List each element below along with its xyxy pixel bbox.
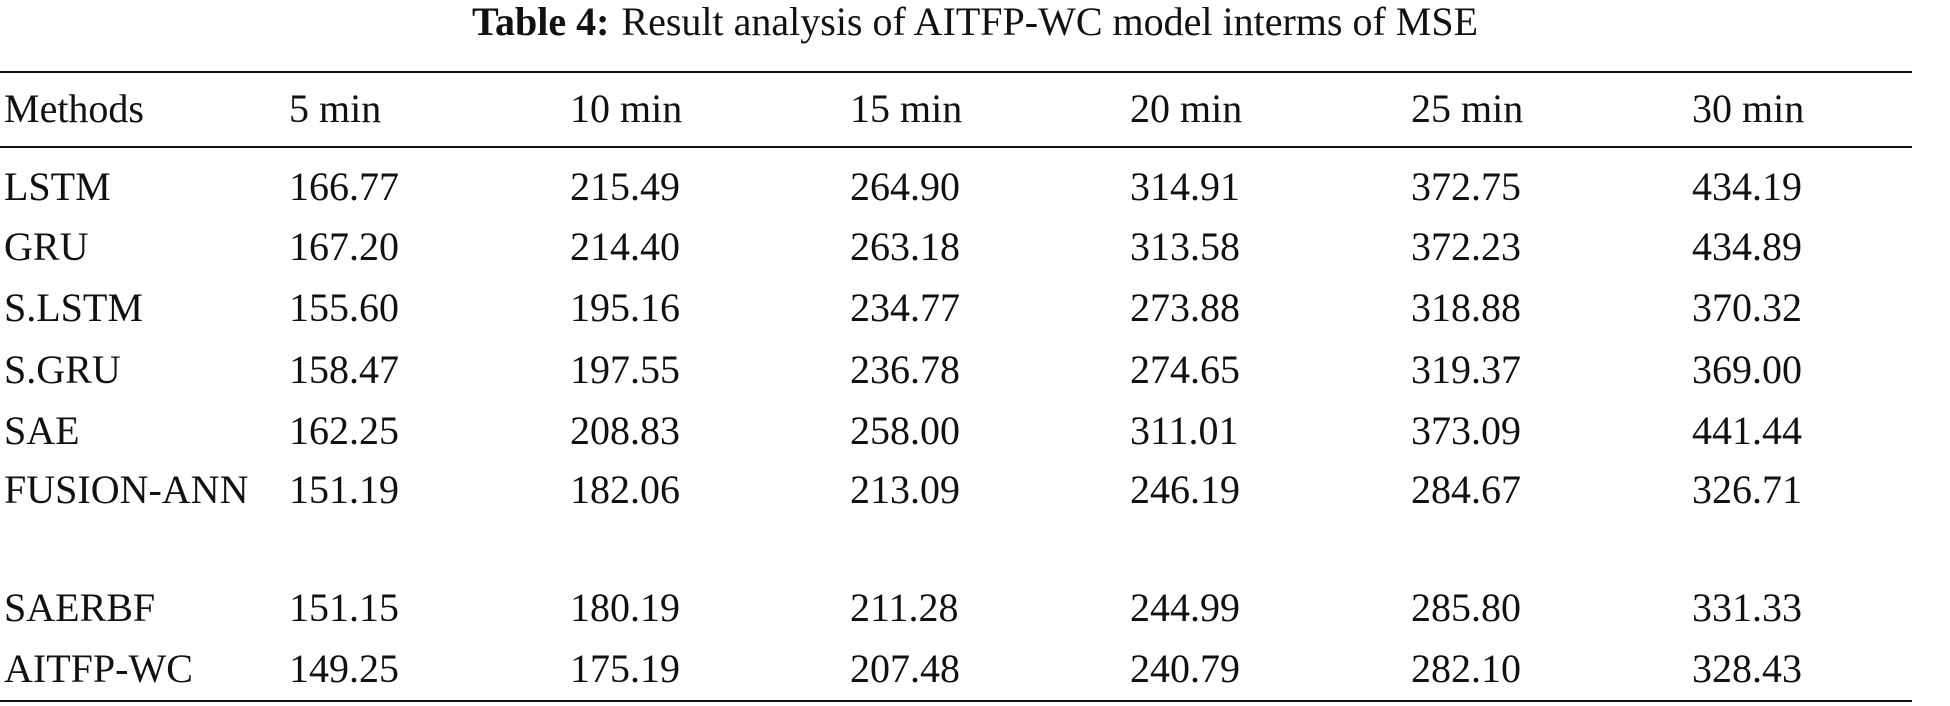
value-cell: 274.65 [1130, 347, 1240, 392]
value-cell: 155.60 [289, 285, 399, 330]
method-cell: SAERBF [4, 585, 156, 630]
bottom-rule [0, 700, 1912, 702]
value-cell: 441.44 [1692, 408, 1802, 453]
value-cell: 207.48 [850, 646, 960, 691]
method-cell: GRU [4, 224, 89, 269]
value-cell: 318.88 [1411, 285, 1521, 330]
value-cell: 175.19 [570, 646, 680, 691]
value-cell: 149.25 [289, 646, 399, 691]
value-cell: 282.10 [1411, 646, 1521, 691]
header-cell: 10 min [570, 86, 683, 131]
header-rule [0, 146, 1912, 148]
value-cell: 369.00 [1692, 347, 1802, 392]
value-cell: 158.47 [289, 347, 399, 392]
value-cell: 180.19 [570, 585, 680, 630]
header-cell: Methods [4, 86, 144, 131]
top-rule [0, 71, 1912, 73]
value-cell: 319.37 [1411, 347, 1521, 392]
header-cell: 5 min [289, 86, 382, 131]
header-cell: 30 min [1692, 86, 1805, 131]
value-cell: 211.28 [850, 585, 959, 630]
header-cell: 15 min [850, 86, 963, 131]
table-caption: Table 4: Result analysis of AITFP-WC mode… [0, 0, 1950, 44]
value-cell: 195.16 [570, 285, 680, 330]
value-cell: 264.90 [850, 164, 960, 209]
value-cell: 244.99 [1130, 585, 1240, 630]
value-cell: 328.43 [1692, 646, 1802, 691]
caption-text: Result analysis of AITFP-WC model interm… [621, 0, 1479, 44]
header-cell: 20 min [1130, 86, 1243, 131]
value-cell: 285.80 [1411, 585, 1521, 630]
value-cell: 197.55 [570, 347, 680, 392]
value-cell: 372.23 [1411, 224, 1521, 269]
value-cell: 273.88 [1130, 285, 1240, 330]
value-cell: 162.25 [289, 408, 399, 453]
value-cell: 263.18 [850, 224, 960, 269]
header-cell: 25 min [1411, 86, 1524, 131]
value-cell: 214.40 [570, 224, 680, 269]
value-cell: 284.67 [1411, 467, 1521, 512]
value-cell: 311.01 [1130, 408, 1239, 453]
value-cell: 151.19 [289, 467, 399, 512]
caption-label: Table 4: [471, 0, 610, 44]
value-cell: 167.20 [289, 224, 399, 269]
value-cell: 240.79 [1130, 646, 1240, 691]
value-cell: 258.00 [850, 408, 960, 453]
value-cell: 151.15 [289, 585, 399, 630]
method-cell: S.LSTM [4, 285, 143, 330]
method-cell: FUSION-ANN [4, 467, 249, 512]
value-cell: 373.09 [1411, 408, 1521, 453]
value-cell: 236.78 [850, 347, 960, 392]
value-cell: 372.75 [1411, 164, 1521, 209]
value-cell: 234.77 [850, 285, 960, 330]
value-cell: 213.09 [850, 467, 960, 512]
value-cell: 246.19 [1130, 467, 1240, 512]
method-cell: S.GRU [4, 347, 121, 392]
value-cell: 182.06 [570, 467, 680, 512]
value-cell: 313.58 [1130, 224, 1240, 269]
method-cell: LSTM [4, 164, 111, 209]
value-cell: 434.19 [1692, 164, 1802, 209]
value-cell: 208.83 [570, 408, 680, 453]
value-cell: 314.91 [1130, 164, 1240, 209]
method-cell: SAE [4, 408, 80, 453]
value-cell: 434.89 [1692, 224, 1802, 269]
value-cell: 370.32 [1692, 285, 1802, 330]
value-cell: 166.77 [289, 164, 399, 209]
value-cell: 331.33 [1692, 585, 1802, 630]
value-cell: 215.49 [570, 164, 680, 209]
method-cell: AITFP-WC [4, 646, 193, 691]
value-cell: 326.71 [1692, 467, 1802, 512]
